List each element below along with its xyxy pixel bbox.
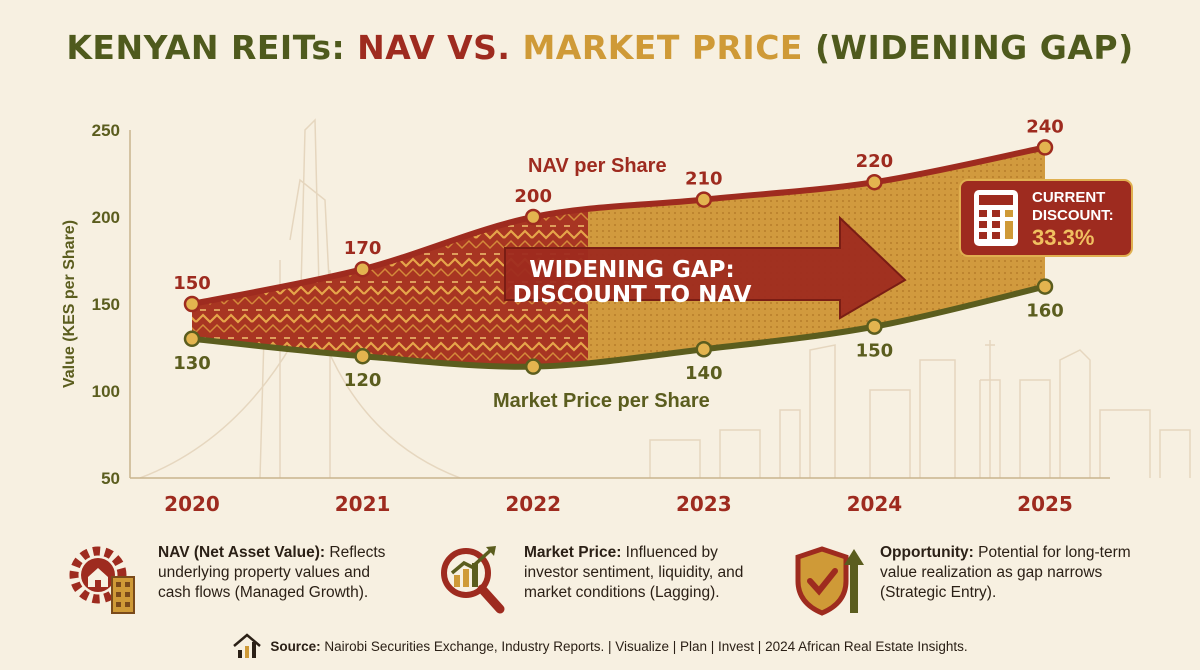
info-nav-title: NAV (Net Asset Value):: [158, 544, 326, 561]
info-opportunity-title: Opportunity:: [880, 544, 974, 561]
nav-point: [1036, 139, 1054, 156]
info-nav-text: NAV (Net Asset Value): Reflects underlyi…: [158, 543, 406, 603]
house-chart-icon: [233, 633, 262, 658]
info-market-title: Market Price:: [524, 544, 622, 561]
x-tick-label: 2020: [164, 492, 220, 516]
calculator-icon: [974, 190, 1018, 246]
market-price-data-label: 160: [1026, 301, 1064, 322]
x-tick-label: 2024: [847, 492, 903, 516]
info-opportunity-body: Potential for long-term value realizatio…: [880, 544, 1131, 601]
nav-data-label: 240: [1026, 116, 1064, 137]
y-tick-label: 100: [92, 382, 120, 401]
x-tick-label: 2022: [505, 492, 561, 516]
nav-point: [183, 295, 201, 313]
info-nav: NAV (Net Asset Value): Reflects underlyi…: [66, 543, 406, 621]
nav-point: [354, 260, 371, 278]
market-price-line: [189, 283, 1048, 370]
series-layer: 150 170 200 210 220 240 130 120 140 150 160: [173, 116, 1064, 391]
title-part-4: (WIDENING GAP): [802, 28, 1134, 67]
footer-source-text: Nairobi Securities Exchange, Industry Re…: [320, 638, 968, 654]
y-tick-label: 50: [101, 469, 120, 488]
y-tick-label: 150: [92, 295, 120, 314]
market-series-label: Market Price per Share: [493, 390, 710, 412]
info-market: Market Price: Influenced by investor sen…: [436, 543, 776, 621]
nav-data-label: 170: [344, 238, 382, 259]
discount-label-2: DISCOUNT:: [1032, 207, 1114, 224]
discount-label-1: CURRENT: [1032, 189, 1105, 206]
market-price-data-label: 120: [344, 370, 382, 391]
info-opportunity: Opportunity: Potential for long-term val…: [792, 543, 1142, 621]
info-market-text: Market Price: Influenced by investor sen…: [524, 543, 776, 603]
info-nav-body: Reflects underlying property values and …: [158, 544, 386, 601]
market-price-point: [354, 347, 371, 365]
nav-data-label: 220: [856, 151, 894, 172]
title-part-3: MARKET PRICE: [522, 28, 803, 67]
y-tick-label: 250: [92, 121, 120, 140]
gap-annotation-line2: DISCOUNT TO NAV: [513, 282, 752, 308]
nav-series-label: NAV per Share: [528, 155, 667, 177]
market-price-point: [524, 358, 542, 375]
gap-annotation: WIDENING GAP: DISCOUNT TO NAV: [504, 215, 907, 320]
nav-point: [695, 191, 713, 208]
x-tick-label: 2023: [676, 492, 732, 516]
market-price-point: [866, 318, 883, 335]
nav-point: [866, 173, 883, 191]
discount-callout: CURRENT DISCOUNT: 33.3%: [959, 179, 1133, 257]
x-tick-label: 2025: [1017, 492, 1073, 516]
market-price-point: [183, 330, 201, 348]
nav-point: [524, 208, 542, 226]
nav-line: [189, 144, 1048, 307]
info-opportunity-text: Opportunity: Potential for long-term val…: [880, 543, 1142, 603]
market-price-data-label: 150: [856, 341, 894, 362]
nav-data-label: 150: [173, 273, 211, 294]
market-price-data-label: 130: [173, 353, 211, 374]
y-tick-label: 200: [92, 208, 120, 227]
chart-title: KENYAN REITs: NAV VS. MARKET PRICE (WIDE…: [0, 28, 1200, 67]
magnifier-chart-icon: [441, 546, 505, 614]
nav-data-label: 200: [514, 186, 552, 207]
gap-annotation-line1: WIDENING GAP:: [529, 257, 734, 283]
footer-text: Source: Nairobi Securities Exchange, Ind…: [270, 639, 967, 654]
shield-check-icon: [795, 546, 864, 616]
gear-building-icon: [69, 546, 135, 614]
x-tick-label: 2021: [335, 492, 391, 516]
skyline-decoration: [139, 118, 1191, 479]
info-market-body: Influenced by investor sentiment, liquid…: [524, 544, 744, 601]
market-price-data-label: 140: [685, 363, 723, 384]
title-part-2: NAV VS.: [357, 28, 523, 67]
footer-source-label: Source:: [270, 638, 321, 654]
y-axis-label: Value (KES per Share): [61, 220, 78, 388]
nav-data-label: 210: [685, 169, 723, 190]
discount-value: 33.3%: [1032, 225, 1094, 250]
title-part-1: KENYAN REITs:: [66, 28, 358, 67]
axes: 50 100 150 200 250 Value (KES per Share) 2020 2…: [61, 121, 1110, 516]
footer: Source: Nairobi Securities Exchange, Ind…: [0, 628, 1200, 664]
market-price-point: [695, 340, 713, 358]
market-price-point: [1036, 278, 1054, 295]
chart: 50 100 150 200 250 Value (KES per Share) 2020 2…: [61, 116, 1191, 516]
